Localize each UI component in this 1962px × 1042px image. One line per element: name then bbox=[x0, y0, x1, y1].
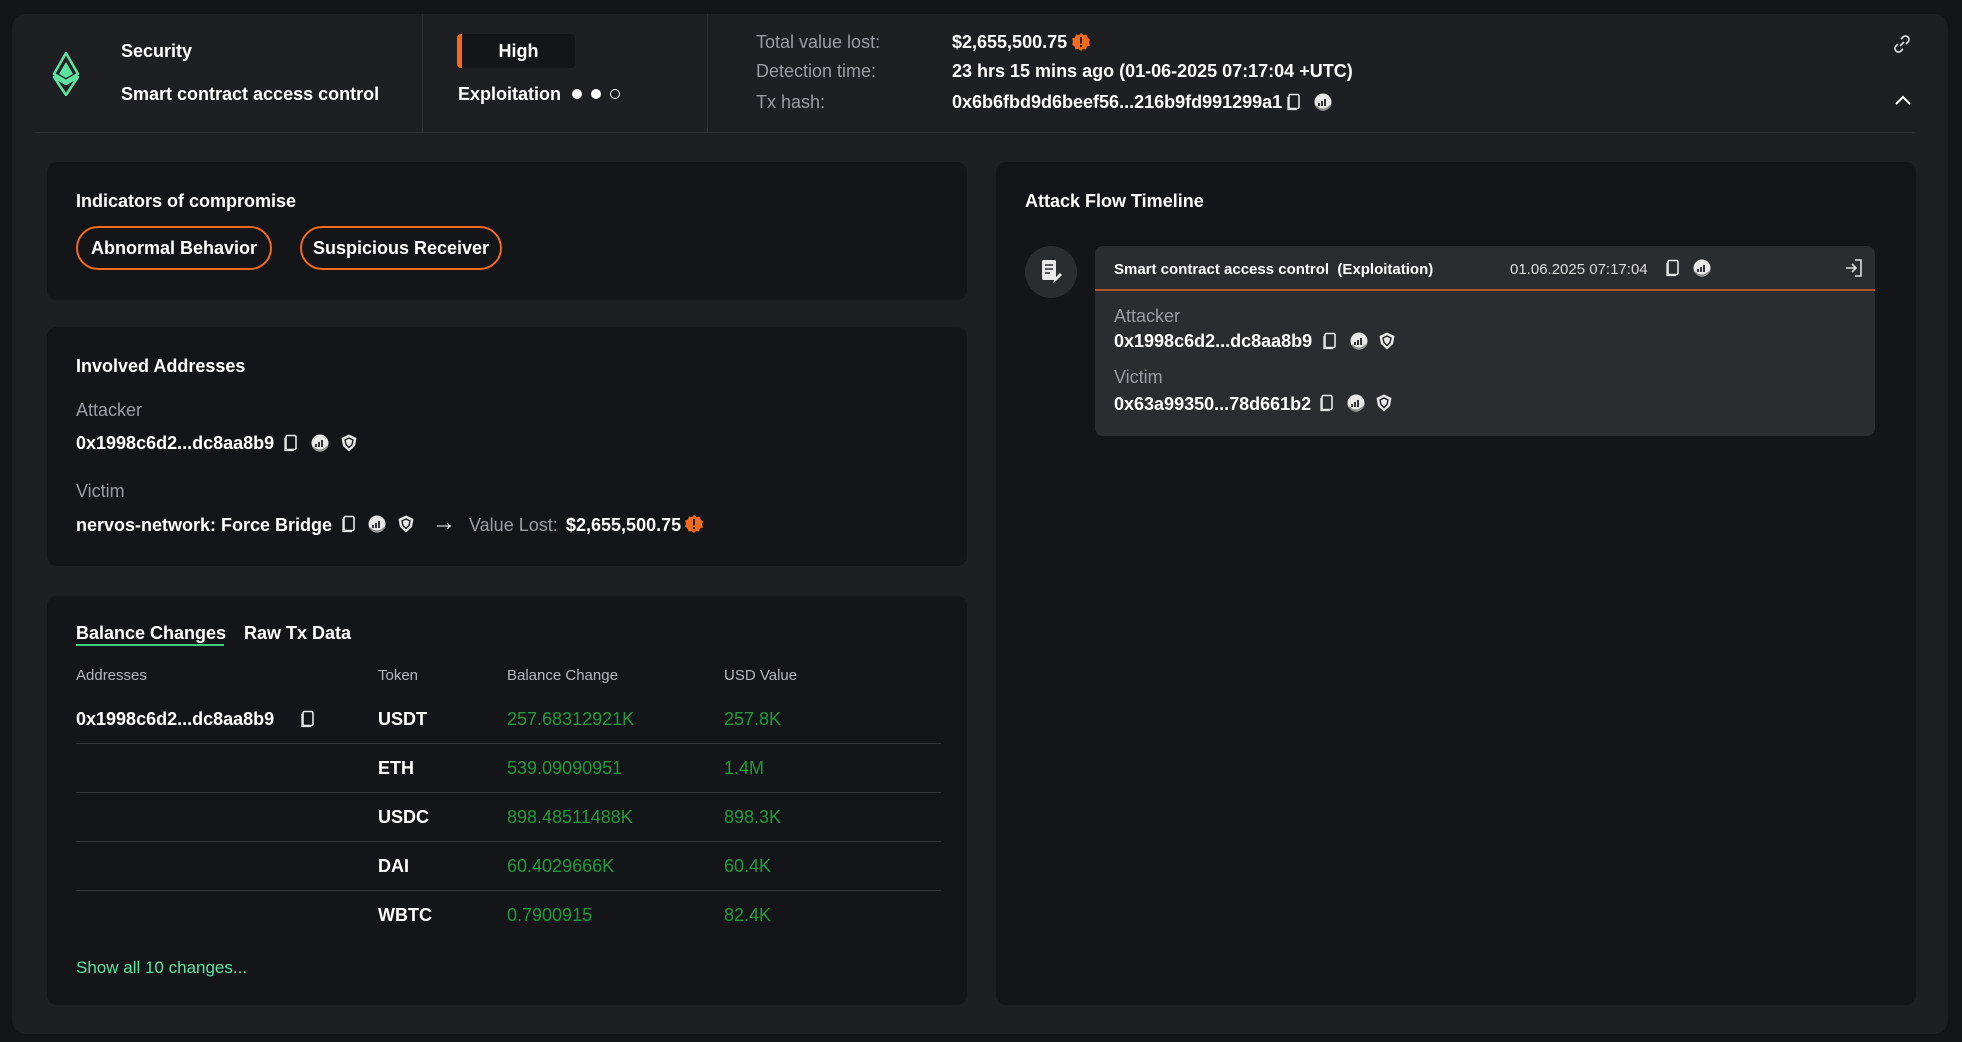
victim-address: 0x63a99350...78d661b2 bbox=[1114, 394, 1312, 414]
attacker-address: 0x1998c6d2...dc8aa8b9 bbox=[1114, 331, 1313, 351]
contract-icon bbox=[1042, 260, 1062, 283]
total-value-lost-label: Total value lost: bbox=[756, 32, 881, 52]
cell-token: USDC bbox=[378, 807, 430, 827]
copy-icon[interactable] bbox=[281, 433, 301, 453]
warning-badge-icon bbox=[1071, 32, 1091, 52]
indicators-title: Indicators of compromise bbox=[76, 191, 297, 211]
row-divider bbox=[76, 792, 941, 793]
column-header: Token bbox=[378, 667, 419, 684]
indicator-pill: Abnormal Behavior bbox=[76, 226, 272, 270]
open-detail-icon[interactable] bbox=[1844, 258, 1864, 278]
cell-change: 539.09090951 bbox=[507, 758, 623, 778]
cell-usd: 60.4K bbox=[724, 856, 772, 876]
stage-progress bbox=[572, 89, 620, 99]
indicator-label: Suspicious Receiver bbox=[312, 237, 490, 258]
copy-icon[interactable] bbox=[1663, 258, 1683, 278]
active-tab-underline bbox=[76, 644, 224, 646]
cell-usd: 257.8K bbox=[724, 709, 782, 729]
addresses-title: Involved Addresses bbox=[76, 356, 246, 376]
copy-icon[interactable] bbox=[298, 709, 318, 729]
addresses-panel bbox=[47, 327, 967, 566]
indicator-pill: Suspicious Receiver bbox=[300, 226, 502, 270]
tab-raw-tx-data[interactable]: Raw Tx Data bbox=[244, 623, 352, 643]
cell-change: 257.68312921K bbox=[507, 709, 635, 729]
explorer-icon[interactable] bbox=[367, 514, 387, 534]
cell-address: 0x1998c6d2...dc8aa8b9 bbox=[76, 709, 275, 729]
cell-token: WBTC bbox=[378, 905, 432, 925]
severity-badge: High bbox=[457, 34, 575, 68]
cell-token: USDT bbox=[378, 709, 427, 729]
explorer-icon[interactable] bbox=[1313, 92, 1333, 112]
balance-panel bbox=[47, 596, 967, 1005]
value-lost: $2,655,500.75 bbox=[566, 515, 682, 535]
row-divider bbox=[76, 841, 941, 842]
progress-dot-empty bbox=[610, 89, 620, 99]
tx-hash: 0x6b6fbd9d6beef56...216b9fd991299a1 bbox=[952, 92, 1283, 112]
cell-token: DAI bbox=[378, 856, 409, 876]
cell-change: 60.4029666K bbox=[507, 856, 615, 876]
value-lost-label: Value Lost: bbox=[469, 515, 558, 535]
copy-icon[interactable] bbox=[1320, 331, 1340, 351]
warning-badge-icon bbox=[684, 514, 704, 534]
attacker-address: 0x1998c6d2...dc8aa8b9 bbox=[76, 433, 275, 453]
stage-label: Exploitation bbox=[458, 84, 561, 104]
cell-usd: 82.4K bbox=[724, 905, 772, 925]
shield-icon[interactable] bbox=[1377, 331, 1397, 351]
cell-token: ETH bbox=[378, 758, 414, 778]
event-icon-circle bbox=[1025, 246, 1077, 298]
progress-dot-filled bbox=[591, 89, 601, 99]
explorer-icon[interactable] bbox=[1692, 258, 1712, 278]
copy-icon[interactable] bbox=[1317, 393, 1337, 413]
shield-icon[interactable] bbox=[339, 433, 359, 453]
indicators-panel bbox=[47, 162, 967, 300]
detection-time: 23 hrs 15 mins ago (01-06-2025 07:17:04 … bbox=[952, 61, 1353, 81]
cell-change: 898.48511488K bbox=[507, 807, 633, 827]
column-header: Addresses bbox=[76, 667, 147, 684]
cell-usd: 1.4M bbox=[724, 758, 765, 778]
divider bbox=[707, 14, 708, 132]
category: Security bbox=[121, 41, 193, 61]
victim-label: Victim bbox=[76, 481, 125, 501]
attacker-label: Attacker bbox=[1114, 306, 1181, 326]
arrow-right-icon: → bbox=[432, 509, 456, 536]
event-header-divider bbox=[1095, 289, 1875, 291]
victim-name: nervos-network: Force Bridge bbox=[76, 515, 333, 535]
shield-icon[interactable] bbox=[396, 514, 416, 534]
row-divider bbox=[76, 890, 941, 891]
header-divider bbox=[35, 132, 1915, 133]
total-value-lost: $2,655,500.75 bbox=[952, 32, 1068, 52]
incident-title: Smart contract access control bbox=[121, 84, 380, 104]
column-header: USD Value bbox=[724, 667, 798, 684]
column-header: Balance Change bbox=[507, 667, 618, 684]
show-all-changes-link[interactable]: Show all 10 changes... bbox=[76, 958, 248, 977]
shield-icon[interactable] bbox=[1374, 393, 1394, 413]
link-icon[interactable] bbox=[1892, 34, 1912, 54]
attacker-label: Attacker bbox=[76, 400, 143, 420]
cell-change: 0.7900915 bbox=[507, 905, 593, 925]
timeline-title: Attack Flow Timeline bbox=[1025, 191, 1204, 211]
explorer-icon[interactable] bbox=[310, 433, 330, 453]
chevron-up-icon[interactable] bbox=[1894, 94, 1912, 106]
detection-time-label: Detection time: bbox=[756, 61, 877, 81]
severity-label: High bbox=[498, 40, 539, 61]
copy-icon[interactable] bbox=[339, 514, 359, 534]
event-time: 01.06.2025 07:17:04 bbox=[1510, 261, 1648, 278]
timeline-event-card bbox=[1095, 246, 1875, 436]
progress-dot-filled bbox=[572, 89, 582, 99]
copy-icon[interactable] bbox=[1284, 92, 1304, 112]
tx-hash-label: Tx hash: bbox=[756, 92, 826, 112]
ethereum-icon bbox=[52, 52, 80, 96]
victim-label: Victim bbox=[1114, 367, 1163, 387]
indicator-label: Abnormal Behavior bbox=[90, 237, 258, 258]
tab-balance-changes[interactable]: Balance Changes bbox=[76, 623, 227, 643]
explorer-icon[interactable] bbox=[1346, 393, 1366, 413]
explorer-icon[interactable] bbox=[1349, 331, 1369, 351]
cell-usd: 898.3K bbox=[724, 807, 782, 827]
row-divider bbox=[76, 743, 941, 744]
event-title: Smart contract access control (Exploitat… bbox=[1114, 261, 1434, 278]
divider bbox=[422, 14, 423, 132]
